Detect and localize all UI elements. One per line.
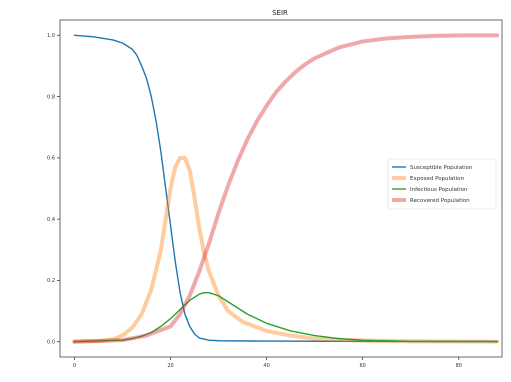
x-tick-label: 40 xyxy=(263,363,269,369)
series-line-exposed-population xyxy=(72,155,500,344)
y-tick-label: 0.4 xyxy=(47,217,55,223)
y-tick-label: 0.0 xyxy=(47,339,55,345)
y-tick-label: 0.2 xyxy=(47,278,55,284)
x-tick-label: 80 xyxy=(456,363,462,369)
x-tick-label: 20 xyxy=(167,363,173,369)
y-tick-label: 0.8 xyxy=(47,94,55,100)
axes: 0 20 40 60 80 0.0 0.2 0.4 0.6 0.8 1.0 xyxy=(47,19,503,369)
legend-label: Exposed Population xyxy=(410,176,464,182)
series-lines xyxy=(72,33,500,344)
series-line-susceptible-population xyxy=(73,34,498,343)
legend: Susceptible Population Exposed Population… xyxy=(387,158,497,210)
legend-label: Recovered Population xyxy=(410,198,470,204)
y-tick-label: 1.0 xyxy=(47,33,55,39)
y-tick-label: 0.6 xyxy=(47,156,55,162)
plot-frame xyxy=(59,19,503,358)
legend-box xyxy=(387,158,497,210)
x-tick-label: 0 xyxy=(73,363,76,369)
x-tick-label: 60 xyxy=(359,363,365,369)
chart-title: SEIR xyxy=(272,9,288,17)
legend-label: Infectious Population xyxy=(410,187,468,193)
series-line-recovered-population xyxy=(72,33,500,344)
series-line-infectious-population xyxy=(73,291,498,343)
legend-label: Susceptible Population xyxy=(410,165,473,171)
